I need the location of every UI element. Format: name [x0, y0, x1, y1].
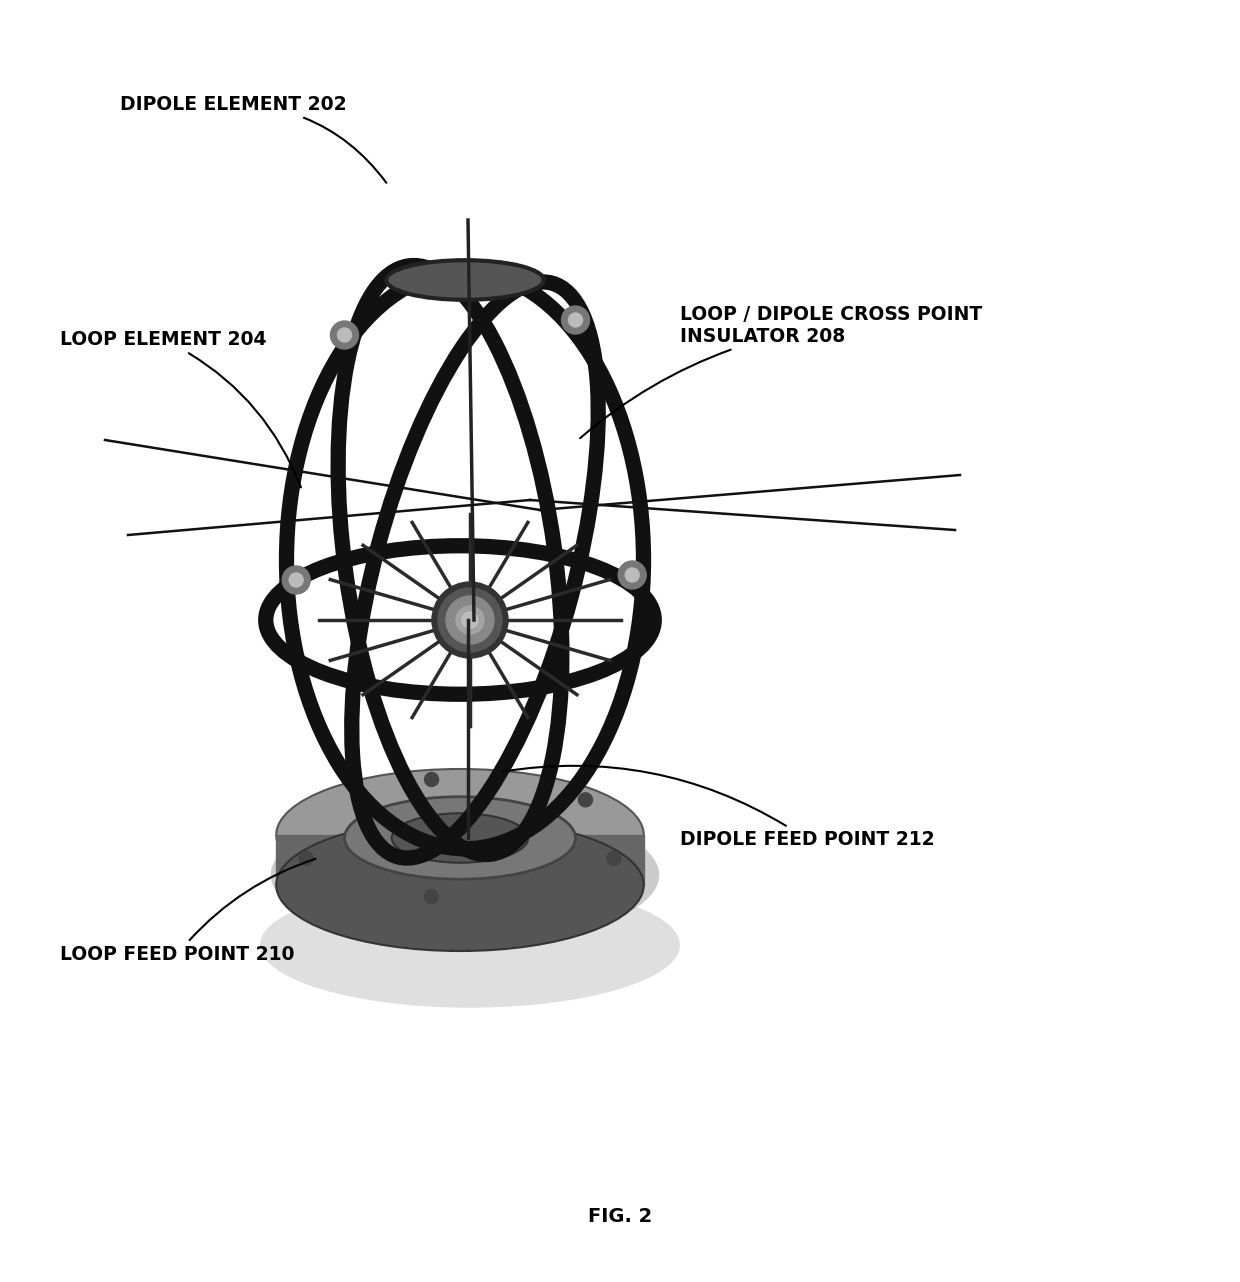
Circle shape: [606, 851, 621, 865]
Text: LOOP ELEMENT 204: LOOP ELEMENT 204: [60, 329, 301, 487]
Circle shape: [337, 328, 351, 342]
Text: LOOP / DIPOLE CROSS POINT
INSULATOR 208: LOOP / DIPOLE CROSS POINT INSULATOR 208: [580, 305, 982, 438]
Circle shape: [283, 565, 310, 594]
Polygon shape: [277, 835, 644, 885]
Text: DIPOLE ELEMENT 202: DIPOLE ELEMENT 202: [120, 95, 387, 183]
Circle shape: [456, 606, 484, 635]
Circle shape: [446, 596, 494, 644]
Text: DIPOLE FEED POINT 212: DIPOLE FEED POINT 212: [502, 765, 935, 849]
Circle shape: [625, 568, 639, 582]
Ellipse shape: [386, 260, 544, 300]
Ellipse shape: [277, 819, 644, 951]
Circle shape: [579, 792, 593, 806]
Circle shape: [299, 851, 312, 865]
Ellipse shape: [345, 796, 575, 879]
Ellipse shape: [392, 813, 528, 863]
Text: FIG. 2: FIG. 2: [588, 1208, 652, 1227]
Text: LOOP FEED POINT 210: LOOP FEED POINT 210: [60, 859, 315, 964]
Circle shape: [432, 582, 508, 658]
Ellipse shape: [270, 805, 660, 945]
Circle shape: [424, 890, 439, 904]
Circle shape: [568, 313, 583, 327]
Circle shape: [562, 306, 589, 335]
Circle shape: [619, 562, 646, 588]
Circle shape: [331, 320, 358, 349]
Ellipse shape: [277, 769, 644, 901]
Circle shape: [463, 612, 477, 628]
Ellipse shape: [260, 882, 680, 1008]
Circle shape: [438, 588, 502, 653]
Circle shape: [289, 573, 304, 587]
Circle shape: [424, 773, 439, 786]
